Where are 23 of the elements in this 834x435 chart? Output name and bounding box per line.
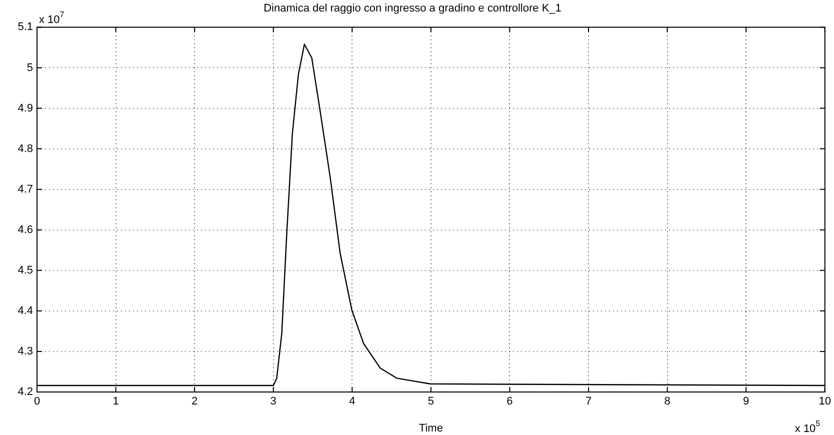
x-axis-title: Time [418, 422, 443, 434]
y-tick-label: 4.3 [18, 346, 33, 358]
y-tick-label: 4.4 [18, 304, 33, 317]
x-tick-label: 0 [34, 396, 40, 408]
y-tick-label: 4.5 [18, 264, 33, 276]
y-tick-label: 5.1 [18, 21, 33, 34]
y-tick-label: 4.2 [18, 386, 33, 398]
chart-title: Dinamica del raggio con ingresso a gradino e controllore K_1 [264, 2, 562, 15]
x-tick-label: 8 [664, 396, 670, 408]
x-tick-label: 10 [818, 396, 832, 408]
y-tick-label: 5 [26, 62, 33, 74]
y-tick-label: 4.9 [18, 102, 33, 114]
x-tick-label: 3 [270, 396, 276, 408]
y-tick-label: 4.7 [18, 183, 33, 196]
x-tick-label: 7 [585, 396, 592, 408]
x-tick-label: 4 [349, 396, 356, 408]
x-tick-label: 9 [743, 396, 750, 408]
x-tick-label: 1 [112, 396, 119, 408]
y-tick-label: 4.8 [18, 142, 33, 155]
x-tick-label: 5 [428, 396, 434, 408]
x-tick-label: 2 [192, 396, 198, 408]
x-tick-label: 6 [506, 396, 513, 408]
y-tick-label: 4.6 [18, 224, 33, 236]
